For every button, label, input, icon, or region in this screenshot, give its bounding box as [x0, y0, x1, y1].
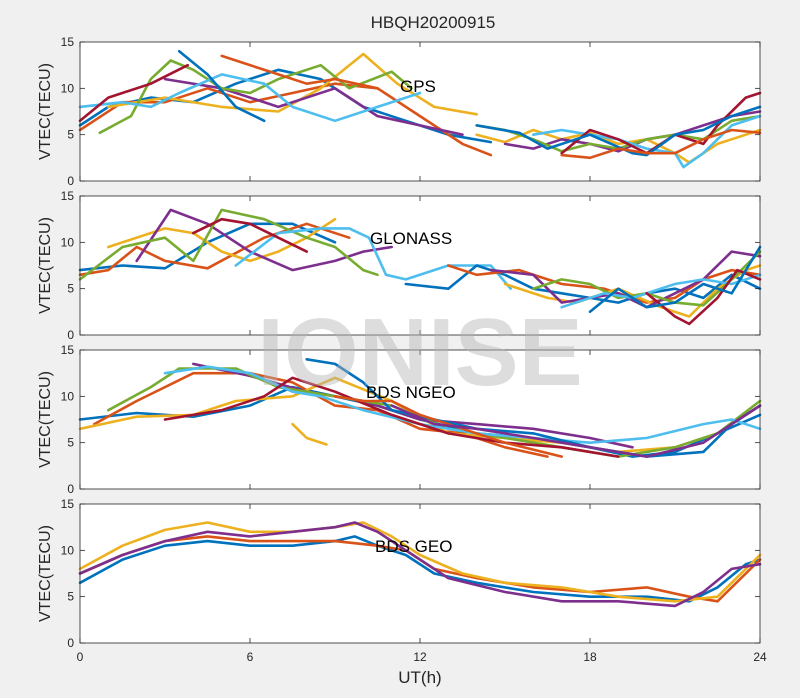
series-line-14	[645, 268, 762, 326]
y-tick-label: 10	[61, 235, 75, 249]
series-line-13	[560, 273, 762, 309]
panel-label: BDS GEO	[375, 537, 452, 556]
x-tick-label: 6	[247, 650, 254, 664]
y-tick-label: 15	[61, 189, 75, 203]
series-line-9	[333, 394, 564, 458]
y-tick-label: 0	[67, 328, 74, 342]
series-line-5	[78, 208, 379, 281]
y-tick-label: 15	[61, 497, 75, 511]
x-axis-label: UT(h)	[398, 668, 441, 687]
series-line-4	[135, 208, 394, 272]
panel-label: GPS	[400, 77, 436, 96]
panel-3: 0 5 10 15 VTEC(TECU) BDS NGEO	[37, 343, 762, 496]
series-line-4	[78, 521, 762, 608]
panel-label: GLONASS	[370, 229, 452, 248]
series-line-2	[78, 222, 351, 277]
series-line-8	[305, 357, 762, 458]
x-tick-label: 12	[413, 650, 427, 664]
y-axis-label: VTEC(TECU)	[37, 63, 54, 160]
series-line-6	[78, 73, 422, 123]
y-tick-label: 5	[67, 590, 74, 604]
series-line-6	[234, 227, 513, 291]
series-line-6	[163, 365, 762, 445]
series-line-9	[220, 54, 379, 90]
series-line-11	[390, 404, 762, 458]
y-tick-label: 10	[61, 81, 75, 95]
y-axis-label: VTEC(TECU)	[37, 217, 54, 314]
plot-area	[80, 42, 760, 181]
series-line-11	[489, 250, 762, 309]
y-axis-label: VTEC(TECU)	[37, 371, 54, 468]
y-tick-label: 15	[61, 35, 75, 49]
y-tick-label: 10	[61, 543, 75, 557]
series-line-3	[107, 217, 337, 263]
series-group	[78, 521, 762, 608]
series-line-3	[107, 52, 479, 116]
series-line-3	[78, 521, 762, 603]
y-tick-label: 0	[67, 174, 74, 188]
watermark: IONISE	[257, 299, 582, 406]
panels: 0 5 10 15 VTEC(TECU) GPS 0 5 10 15 VTEC(TECU) GLONA…	[37, 35, 767, 664]
series-line-15	[588, 245, 762, 314]
y-tick-label: 5	[67, 282, 74, 296]
series-group	[78, 357, 762, 458]
panel-2: 0 5 10 15 VTEC(TECU) GLONASS	[37, 189, 762, 342]
y-axis-label: VTEC(TECU)	[37, 525, 54, 622]
series-group	[78, 208, 762, 326]
y-tick-label: 0	[67, 482, 74, 496]
series-line-7	[78, 63, 189, 123]
series-line-1	[78, 535, 762, 603]
y-tick-label: 15	[61, 343, 75, 357]
series-line-8	[177, 49, 266, 123]
series-line-13	[531, 114, 762, 169]
series-line-10	[475, 128, 762, 164]
series-line-7	[192, 217, 309, 253]
series-line-7	[163, 376, 620, 458]
y-tick-label: 5	[67, 436, 74, 450]
series-line-16	[560, 128, 762, 160]
series-group	[78, 49, 762, 169]
panel-1: 0 5 10 15 VTEC(TECU) GPS	[37, 35, 762, 188]
y-tick-label: 10	[61, 389, 75, 403]
series-line-10	[291, 422, 328, 446]
series-line-15	[475, 105, 762, 157]
panel-4: 0 5 10 15 0 6 12 18 24 VTEC(TECU) BDS GEO	[37, 497, 767, 664]
x-tick-label: 24	[753, 650, 767, 664]
x-tick-label: 18	[583, 650, 597, 664]
x-tick-label: 0	[77, 650, 84, 664]
plot-area	[80, 504, 760, 643]
y-tick-label: 5	[67, 128, 74, 142]
y-tick-label: 0	[67, 636, 74, 650]
panel-label: BDS NGEO	[366, 383, 456, 402]
series-line-2	[78, 82, 493, 157]
chart-title: HBQH20200915	[371, 13, 496, 32]
